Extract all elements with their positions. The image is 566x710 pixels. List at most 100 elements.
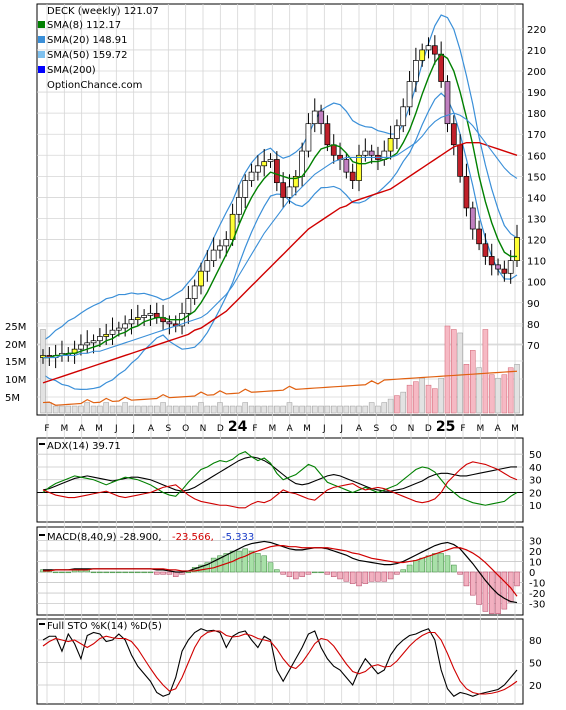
volume-bar <box>349 405 356 414</box>
volume-bar <box>160 402 166 414</box>
candle-body <box>324 123 331 146</box>
macd-y-tick: 30 <box>529 536 542 547</box>
x-tick-label: S <box>165 424 171 434</box>
candle-body <box>103 334 110 337</box>
price-y-tick: 180 <box>527 109 546 120</box>
x-tick-label: J <box>114 424 118 434</box>
macd-histogram-bar <box>103 571 109 574</box>
candle-body <box>318 110 324 125</box>
candle-body <box>469 207 476 230</box>
macd-histogram-bar <box>154 571 160 575</box>
candle-body <box>444 81 451 125</box>
macd-histogram-bar <box>330 571 337 577</box>
macd-title: MACD(8,40,9) -28.900, <box>47 532 162 543</box>
volume-bar <box>318 405 324 414</box>
volume-bar <box>381 402 388 414</box>
macd-histogram-bar <box>394 571 400 575</box>
sto-y-tick: 50 <box>529 659 542 670</box>
x-tick-label: 24 <box>228 419 248 435</box>
candle-body <box>387 138 394 152</box>
macd-histogram-bar <box>368 571 375 582</box>
volume-bar <box>128 405 135 414</box>
macd-histogram-bar <box>280 571 286 575</box>
minus-di-line <box>42 461 518 509</box>
macd-histogram-bar <box>356 571 362 587</box>
volume-average-line <box>42 370 518 406</box>
volume-bar <box>147 405 154 414</box>
candle-body <box>362 150 369 156</box>
x-tick-label: J <box>131 424 135 434</box>
volume-bar <box>141 405 147 414</box>
sma50-line <box>42 141 518 384</box>
price-y-tick: 190 <box>527 88 546 99</box>
price-y-tick: 200 <box>527 67 546 78</box>
volume-bar <box>274 405 280 414</box>
volume-bar <box>299 405 305 414</box>
volume-bar <box>293 405 299 414</box>
x-tick-label: A <box>287 424 294 434</box>
stoch-d-line <box>42 630 518 695</box>
candle-body <box>267 159 274 162</box>
volume-bar <box>406 384 413 414</box>
macd-histogram-bar <box>261 555 267 573</box>
candle-body <box>141 315 147 318</box>
candle-body <box>185 298 192 314</box>
price-y-tick: 80 <box>527 320 540 331</box>
macd-histogram-bar <box>141 571 147 574</box>
macd-histogram-bar <box>217 555 223 573</box>
x-tick-label: J <box>339 424 343 434</box>
sto-y-tick: 80 <box>529 636 542 647</box>
macd-signal-value: -23.566, <box>172 532 214 543</box>
volume-bar <box>425 384 432 414</box>
volume-bar <box>356 405 362 414</box>
volume-bar <box>324 405 331 414</box>
plus-di-line <box>42 451 518 506</box>
macd-histogram-bar <box>160 571 166 575</box>
chart-labels: DECK (weekly) 121.07 SMA(8) 112.17 SMA(2… <box>5 6 546 692</box>
volume-bar <box>413 381 419 414</box>
x-tick-label: D <box>217 424 224 434</box>
legend-swatch <box>38 66 45 73</box>
macd-y-tick: -10 <box>529 579 545 590</box>
macd-y-tick: 10 <box>529 557 542 568</box>
volume-bar <box>198 402 204 414</box>
macd-histogram-bar <box>451 564 457 573</box>
legend-sma200: SMA(200) <box>47 65 96 76</box>
macd-histogram-bar <box>204 562 211 573</box>
volume-bar <box>261 405 267 414</box>
chart-marks <box>38 14 520 697</box>
volume-bar <box>305 405 312 414</box>
volume-bar <box>470 350 476 414</box>
macd-y-tick: -30 <box>529 600 545 611</box>
macd-histogram-bar <box>65 571 72 574</box>
candle-body <box>122 323 129 329</box>
volume-bar <box>154 405 160 414</box>
volume-bar <box>71 405 78 414</box>
macd-histogram-bar <box>318 571 324 574</box>
macd-histogram-bar <box>375 571 381 582</box>
volume-bar <box>40 329 46 414</box>
macd-y-tick: 20 <box>529 547 542 558</box>
candle-body <box>343 159 350 173</box>
x-tick-label: J <box>322 424 326 434</box>
volume-bar <box>109 405 116 414</box>
macd-histogram-bar <box>109 571 116 574</box>
macd-histogram-bar <box>406 564 413 573</box>
volume-bar <box>59 405 65 414</box>
candle-body <box>406 81 413 108</box>
volume-bar <box>210 405 217 414</box>
candle-body <box>134 317 141 320</box>
volume-bar <box>179 405 185 414</box>
macd-histogram-bar <box>299 571 305 577</box>
volume-bar <box>507 367 514 414</box>
volume-bar <box>457 332 463 414</box>
legend-swatch <box>38 51 45 58</box>
volume-bar <box>204 405 211 414</box>
price-y-tick: 130 <box>527 215 546 226</box>
volume-y-tick: 5M <box>5 393 20 404</box>
volume-bar <box>217 402 223 414</box>
volume-y-tick: 15M <box>5 357 26 368</box>
candle-body <box>97 336 103 342</box>
macd-histogram-bar <box>293 571 299 580</box>
